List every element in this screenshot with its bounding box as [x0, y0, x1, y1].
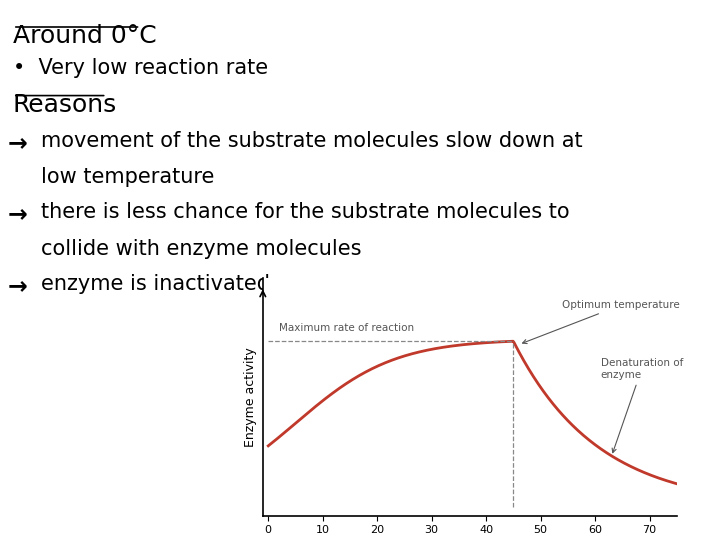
Text: movement of the substrate molecules slow down at: movement of the substrate molecules slow…	[41, 131, 582, 151]
Text: →: →	[7, 202, 27, 226]
Text: Maximum rate of reaction: Maximum rate of reaction	[279, 323, 414, 333]
Text: →: →	[7, 274, 27, 298]
Text: Around 0°C: Around 0°C	[13, 24, 156, 48]
Text: →: →	[7, 131, 27, 154]
Y-axis label: Enzyme activity: Enzyme activity	[244, 347, 257, 447]
Text: enzyme is inactivated: enzyme is inactivated	[41, 274, 270, 294]
Text: Reasons: Reasons	[13, 93, 117, 117]
Text: there is less chance for the substrate molecules to: there is less chance for the substrate m…	[41, 202, 570, 222]
Text: low temperature: low temperature	[41, 167, 215, 187]
Text: collide with enzyme molecules: collide with enzyme molecules	[41, 239, 361, 259]
Text: Optimum temperature: Optimum temperature	[523, 300, 680, 343]
Text: Denaturation of
enzyme: Denaturation of enzyme	[600, 358, 683, 453]
Text: •  Very low reaction rate: • Very low reaction rate	[13, 58, 268, 78]
